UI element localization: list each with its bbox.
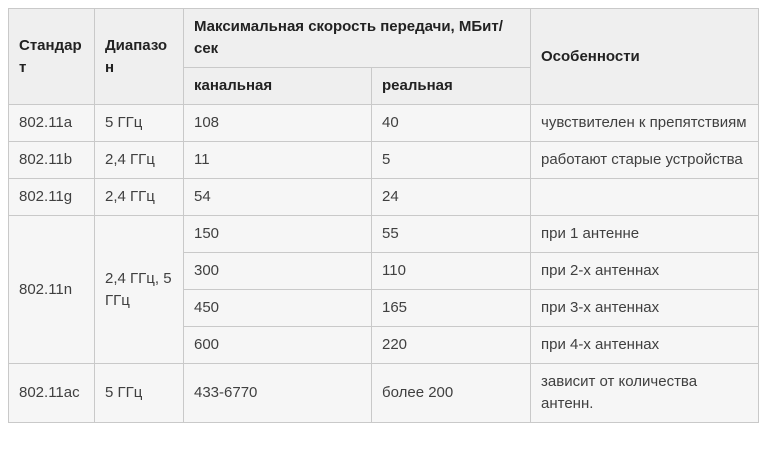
cell-channel-speed: 54 [183, 178, 372, 216]
cell-channel-speed: 433-6770 [183, 363, 372, 423]
header-band: Диапазон [94, 8, 184, 105]
header-row-2: канальная реальная [9, 67, 759, 105]
table-row: 802.11b 2,4 ГГц 11 5 работают старые уст… [8, 141, 759, 179]
header-speed-real: реальная [371, 67, 531, 105]
header-features: Особенности [530, 8, 759, 105]
cell-real-speed: 55 [371, 215, 531, 253]
cell-real-speed: 24 [371, 178, 531, 216]
cell-band: 5 ГГц [94, 363, 184, 423]
cell-standard: 802.11a [8, 104, 95, 142]
cell-real-speed: 220 [371, 326, 531, 364]
cell-standard: 802.11ac [8, 363, 95, 423]
cell-channel-speed: 11 [183, 141, 372, 179]
cell-band: 5 ГГц [94, 104, 184, 142]
cell-channel-speed: 150 [183, 215, 372, 253]
table-row: 300 110 при 2-х антеннах [9, 252, 759, 290]
cell-features: зависит от количества антенн. [530, 363, 759, 423]
cell-band: 2,4 ГГц, 5 ГГц [94, 215, 184, 364]
cell-real-speed: 40 [371, 104, 531, 142]
table-row: 600 220 при 4-х антеннах [9, 326, 759, 364]
cell-standard: 802.11b [8, 141, 95, 179]
wifi-standards-table: Стандарт Диапазон Максимальная скорость … [8, 8, 759, 423]
cell-channel-speed: 108 [183, 104, 372, 142]
header-speed-channel: канальная [183, 67, 372, 105]
table-row: 802.11ac 5 ГГц 433-6770 более 200 зависи… [8, 363, 759, 423]
cell-real-speed: 5 [371, 141, 531, 179]
header-row-1: Стандарт Диапазон Максимальная скорость … [8, 8, 759, 105]
table-row: 802.11a 5 ГГц 108 40 чувствителен к преп… [8, 104, 759, 142]
table-row: 450 165 при 3-х антеннах [9, 289, 759, 327]
header-standard: Стандарт [8, 8, 95, 105]
cell-features: работают старые устройства [530, 141, 759, 179]
cell-features: при 3-х антеннах [530, 289, 759, 327]
cell-features [530, 178, 759, 216]
cell-channel-speed: 600 [183, 326, 372, 364]
cell-features: при 1 антенне [530, 215, 759, 253]
cell-standard: 802.11n [8, 215, 95, 364]
cell-real-speed: 165 [371, 289, 531, 327]
cell-features: при 2-х антеннах [530, 252, 759, 290]
table-row: 802.11g 2,4 ГГц 54 24 [8, 178, 759, 216]
cell-channel-speed: 450 [183, 289, 372, 327]
cell-band: 2,4 ГГц [94, 178, 184, 216]
cell-channel-speed: 300 [183, 252, 372, 290]
cell-band: 2,4 ГГц [94, 141, 184, 179]
cell-features: чувствителен к препятствиям [530, 104, 759, 142]
cell-real-speed: 110 [371, 252, 531, 290]
cell-real-speed: более 200 [371, 363, 531, 423]
cell-standard: 802.11g [8, 178, 95, 216]
header-speed-group: Максимальная скорость передачи, МБит/сек [183, 8, 531, 68]
table-row: 802.11n 2,4 ГГц, 5 ГГц 150 55 при 1 анте… [8, 215, 759, 364]
cell-features: при 4-х антеннах [530, 326, 759, 364]
